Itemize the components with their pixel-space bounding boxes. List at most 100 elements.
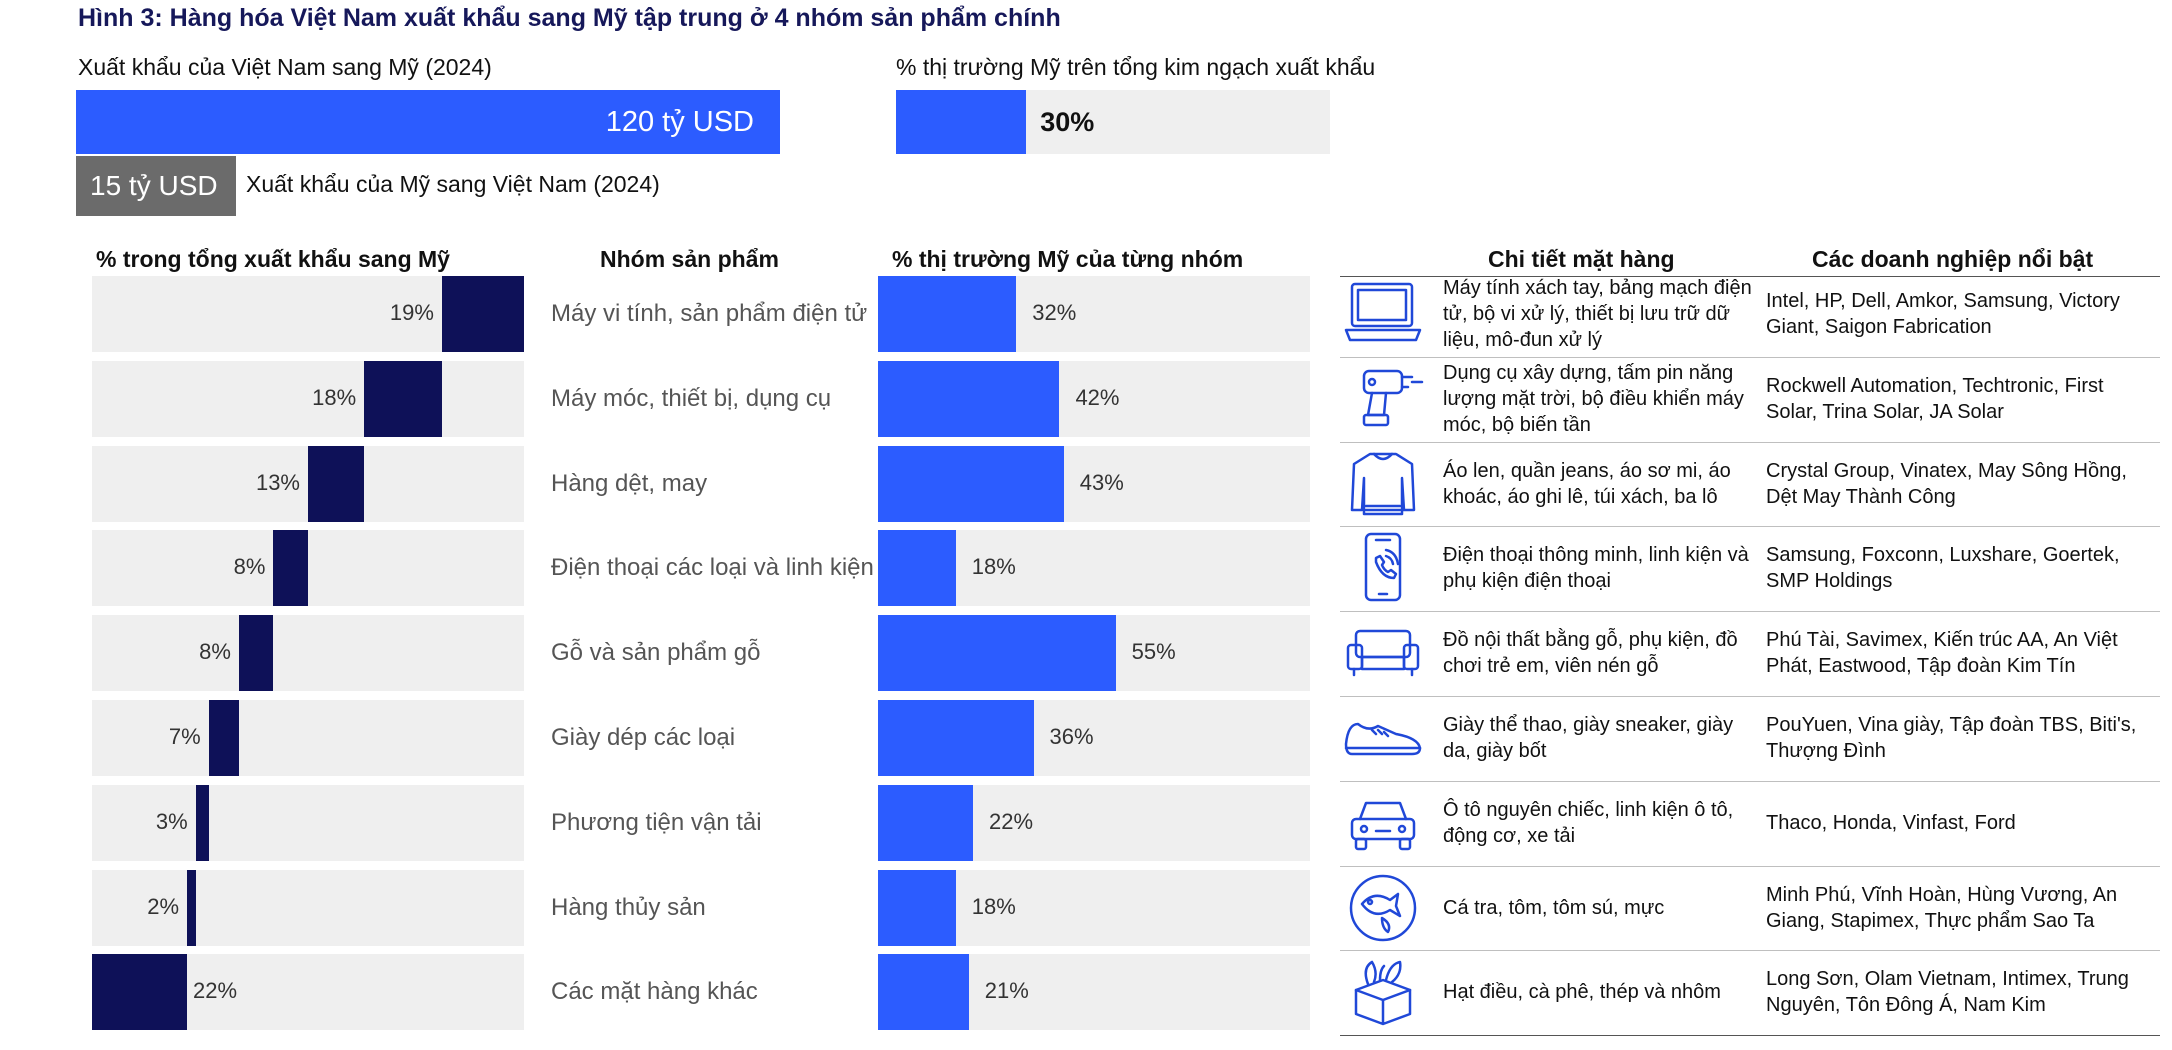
us-to-vn-label: Xuất khẩu của Mỹ sang Việt Nam (2024) <box>246 171 660 197</box>
item-details-text: Đồ nội thất bằng gỗ, phụ kiện, đồ chơi t… <box>1443 629 1738 678</box>
share-total-bar <box>238 615 274 692</box>
notable-companies-text: Crystal Group, Vinatex, May Sông Hồng, D… <box>1766 459 2127 508</box>
share-us-bar <box>878 615 1116 692</box>
notable-companies-text: Long Sơn, Olam Vietnam, Intimex, Trung N… <box>1766 968 2129 1017</box>
notable-companies-text: Thaco, Honda, Vinfast, Ford <box>1766 811 2016 834</box>
header-rule <box>1340 276 2160 277</box>
header-group: Nhóm sản phẩm <box>600 246 779 272</box>
share-us-value: 36% <box>1049 724 1094 749</box>
us-to-vn-value: 15 tỷ USD <box>90 170 218 201</box>
share-total-value: 13% <box>255 469 300 495</box>
share-us-value: 55% <box>1131 639 1176 665</box>
share-total-bar <box>208 700 239 776</box>
share-us-bar <box>878 276 1017 352</box>
share-total-bar <box>441 276 524 352</box>
share-total-value: 18% <box>312 384 357 410</box>
header-companies: Các doanh nghiệp nổi bật <box>1812 246 2094 272</box>
share-total-track <box>92 360 524 437</box>
item-details: Máy tính xách tay, bảng mạch điện tử, bộ… <box>1443 276 1753 352</box>
share-total-value: 3% <box>155 808 188 834</box>
row-divider <box>1340 696 2160 697</box>
sweater-icon <box>1342 448 1424 520</box>
car-icon <box>1342 787 1424 859</box>
item-details-text: Dụng cụ xây dựng, tấm pin năng lượng mặt… <box>1443 361 1744 436</box>
box-icon <box>1342 956 1424 1028</box>
sneaker-icon <box>1342 702 1424 774</box>
product-group-label: Các mặt hàng khác <box>551 978 758 1006</box>
notable-companies: Crystal Group, Vinatex, May Sông Hồng, D… <box>1766 446 2160 522</box>
header-share-us: % thị trường Mỹ của từng nhóm <box>892 246 1244 272</box>
share-us-value: 22% <box>989 808 1034 834</box>
notable-companies-text: Rockwell Automation, Techtronic, First S… <box>1766 374 2104 423</box>
row-divider <box>1340 1035 2160 1037</box>
item-details-text: Hạt điều, cà phê, thép và nhôm <box>1443 981 1721 1004</box>
notable-companies-text: Intel, HP, Dell, Amkor, Samsung, Victory… <box>1766 290 2120 338</box>
us-share-value: 30% <box>1040 107 1095 137</box>
item-details: Đồ nội thất bằng gỗ, phụ kiện, đồ chơi t… <box>1443 615 1753 691</box>
item-details: Điện thoại thông minh, linh kiện và phụ … <box>1443 530 1753 606</box>
row-divider <box>1340 441 2160 443</box>
share-total-bar <box>364 360 442 437</box>
row-divider <box>1340 356 2160 358</box>
share-us-bar <box>878 530 956 607</box>
notable-companies: Intel, HP, Dell, Amkor, Samsung, Victory… <box>1766 276 2160 352</box>
product-group-label: Gỗ và sản phẩm gỗ <box>551 639 761 667</box>
item-details: Áo len, quần jeans, áo sơ mi, áo khoác, … <box>1443 446 1753 522</box>
row-divider <box>1340 611 2160 613</box>
notable-companies: Phú Tài, Savimex, Kiến trúc AA, An Việt … <box>1766 615 2160 691</box>
smartphone-icon <box>1342 532 1424 604</box>
share-total-bar <box>195 784 209 861</box>
share-us-value: 18% <box>971 893 1016 919</box>
chart-title: Hình 3: Hàng hóa Việt Nam xuất khẩu sang… <box>78 4 1061 32</box>
share-total-value: 19% <box>389 300 434 325</box>
share-total-track <box>92 530 524 607</box>
row-divider <box>1340 780 2160 782</box>
share-total-value: 8% <box>199 639 231 665</box>
share-total-track <box>92 784 524 861</box>
product-group-label: Máy vi tính, sản phẩm điện tử <box>551 300 868 327</box>
item-details-text: Máy tính xách tay, bảng mạch điện tử, bộ… <box>1443 277 1752 351</box>
product-group-label: Điện thoại các loại và linh kiện <box>551 554 874 582</box>
item-details-text: Điện thoại thông minh, linh kiện và phụ … <box>1443 544 1749 593</box>
item-details: Dụng cụ xây dựng, tấm pin năng lượng mặt… <box>1443 361 1753 437</box>
share-total-track <box>92 700 524 776</box>
share-us-value: 32% <box>1032 300 1077 325</box>
notable-companies: Minh Phú, Vĩnh Hoàn, Hùng Vương, An Gian… <box>1766 870 2160 946</box>
share-us-bar <box>878 360 1060 437</box>
share-total-bar <box>187 869 196 946</box>
row-divider <box>1340 865 2160 867</box>
notable-companies-text: Minh Phú, Vĩnh Hoàn, Hùng Vương, An Gian… <box>1766 883 2118 932</box>
item-details-text: Cá tra, tôm, tôm sú, mực <box>1443 896 1665 919</box>
item-details-text: Giày thể thao, giày sneaker, giày da, gi… <box>1443 714 1734 762</box>
share-total-bar <box>273 530 308 607</box>
notable-companies: Rockwell Automation, Techtronic, First S… <box>1766 361 2160 437</box>
item-details: Ô tô nguyên chiếc, linh kiện ô tô, động … <box>1443 785 1753 861</box>
notable-companies: Long Sơn, Olam Vietnam, Intimex, Trung N… <box>1766 954 2160 1030</box>
share-us-bar <box>878 700 1034 776</box>
notable-companies: Thaco, Honda, Vinfast, Ford <box>1766 785 2160 861</box>
vn-to-us-value: 120 tỷ USD <box>605 106 754 138</box>
notable-companies: Samsung, Foxconn, Luxshare, Goertek, SMP… <box>1766 530 2160 606</box>
item-details-text: Áo len, quần jeans, áo sơ mi, áo khoác, … <box>1443 459 1731 508</box>
item-details: Hạt điều, cà phê, thép và nhôm <box>1443 954 1753 1030</box>
share-total-value: 7% <box>168 724 201 749</box>
laptop-icon <box>1342 278 1424 350</box>
notable-companies-text: Phú Tài, Savimex, Kiến trúc AA, An Việt … <box>1766 629 2118 678</box>
share-total-track <box>92 869 524 946</box>
item-details: Giày thể thao, giày sneaker, giày da, gi… <box>1443 700 1753 776</box>
product-group-label: Phương tiện vận tải <box>551 808 762 836</box>
fish-icon <box>1342 872 1424 944</box>
row-divider <box>1340 950 2160 952</box>
share-total-bar <box>308 445 365 522</box>
share-total-track <box>92 615 524 692</box>
notable-companies-text: Samsung, Foxconn, Luxshare, Goertek, SMP… <box>1766 544 2120 593</box>
share-us-value: 43% <box>1079 469 1124 495</box>
header-share-total: % trong tổng xuất khẩu sang Mỹ <box>96 246 450 272</box>
share-us-bar <box>878 954 969 1031</box>
drill-icon <box>1342 363 1424 435</box>
item-details-text: Ô tô nguyên chiếc, linh kiện ô tô, động … <box>1443 798 1734 847</box>
sofa-icon <box>1342 617 1424 689</box>
us-share-track: 30% <box>896 90 1330 154</box>
row-divider <box>1340 526 2160 528</box>
header-details: Chi tiết mặt hàng <box>1488 246 1675 272</box>
